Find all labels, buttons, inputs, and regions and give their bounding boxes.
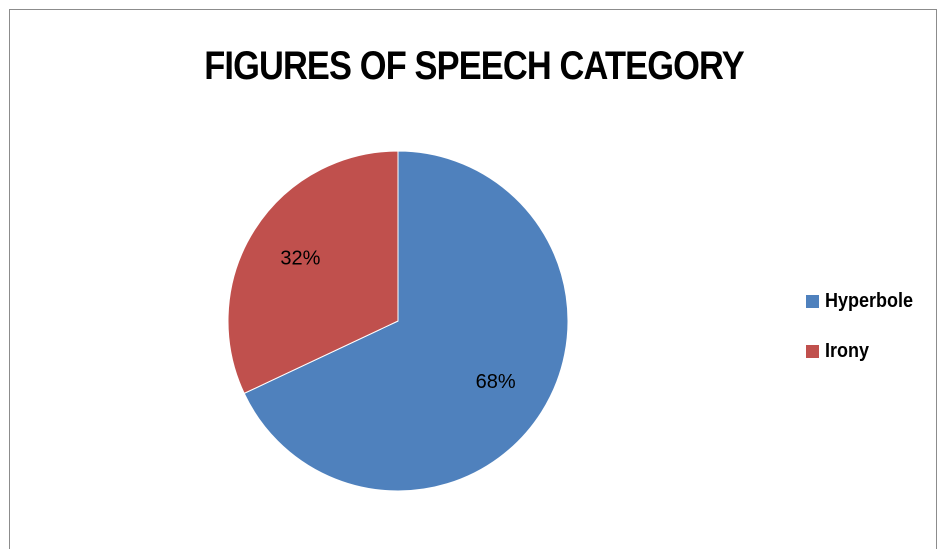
legend: Hyperbole Irony <box>806 288 923 388</box>
chart-area: FIGURES OF SPEECH CATEGORY 68% 32% Hyperb… <box>9 9 937 549</box>
chart-title: FIGURES OF SPEECH CATEGORY <box>204 44 744 88</box>
pie-slice-irony <box>227 150 399 395</box>
legend-swatch-hyperbole <box>806 294 819 308</box>
data-label-hyperbole: 68% <box>476 371 516 393</box>
pie-chart: 68% 32% <box>227 150 569 492</box>
legend-item-hyperbole: Hyperbole <box>806 288 923 314</box>
legend-label-hyperbole: Hyperbole <box>825 289 914 312</box>
legend-label-irony: Irony <box>825 339 870 362</box>
legend-swatch-irony <box>806 344 819 358</box>
pie-slice-hyperbole <box>243 150 569 492</box>
data-label-irony: 32% <box>280 247 320 269</box>
legend-item-irony: Irony <box>806 338 923 364</box>
